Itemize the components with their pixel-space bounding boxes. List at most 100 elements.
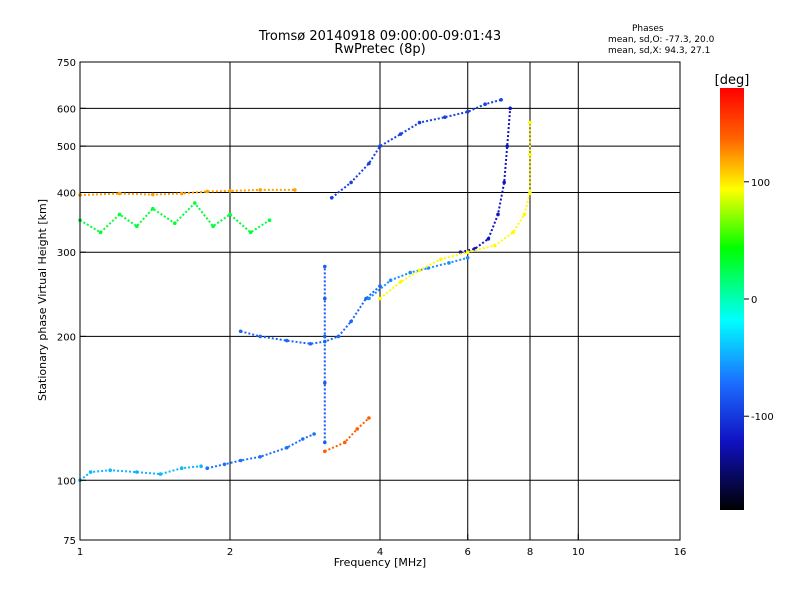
y-tick-label: 500 <box>57 142 76 153</box>
echo-point <box>88 470 93 474</box>
stats-line-x: mean, sd,X: 94.3, 27.1 <box>608 46 710 56</box>
echo-point <box>378 144 382 148</box>
echo-trace-line <box>324 417 370 453</box>
x-tick-label: 8 <box>527 547 533 558</box>
y-tick-label: 750 <box>57 58 76 69</box>
echo-point <box>364 296 368 301</box>
echo-point <box>108 468 112 473</box>
echo-point <box>465 110 470 114</box>
stats-heading: Phases <box>632 24 664 34</box>
colorbar: [deg] 100 0 -100 <box>715 73 774 510</box>
echo-point <box>285 445 289 450</box>
y-tick-label: 300 <box>57 248 76 259</box>
x-tick-label: 6 <box>465 547 471 558</box>
echo-point <box>117 191 122 196</box>
echo-point <box>367 296 371 301</box>
echo-point <box>151 192 155 197</box>
echo-point <box>483 102 487 106</box>
echo-point <box>465 250 470 254</box>
echo-point <box>417 120 422 125</box>
echo-point <box>179 191 184 196</box>
y-tick-label: 100 <box>57 476 76 487</box>
echo-trace-line <box>331 98 502 199</box>
echo-point <box>323 380 327 385</box>
echo-point <box>496 212 500 217</box>
echo-trace <box>323 264 327 445</box>
echo-trace <box>378 120 532 301</box>
echo-point <box>417 268 422 273</box>
echo-point <box>502 180 507 185</box>
echo-point <box>505 144 510 148</box>
echo-trace <box>458 106 512 254</box>
echo-trace <box>78 464 203 483</box>
x-tick-label: 10 <box>572 547 585 558</box>
echo-point <box>388 278 393 283</box>
echo-point <box>465 255 470 260</box>
echo-point <box>323 440 327 445</box>
echo-point <box>238 458 243 463</box>
echo-point <box>528 152 532 157</box>
echo-trace-line <box>240 285 381 345</box>
echo-point <box>343 440 347 445</box>
echo-point <box>158 472 163 476</box>
echo-point <box>238 329 243 334</box>
echo-point <box>258 455 263 459</box>
colorbar-tick-label: 100 <box>751 178 770 189</box>
stats-line-o: mean, sd,O: -77.3, 20.0 <box>608 35 715 45</box>
echo-point <box>248 230 253 235</box>
echo-point <box>349 319 353 324</box>
echo-trace-line <box>79 188 295 197</box>
echo-point <box>151 206 155 211</box>
echo-point <box>205 189 209 194</box>
echo-point <box>193 201 197 205</box>
echo-trace <box>205 432 316 471</box>
echo-trace-line <box>79 201 271 234</box>
echo-trace <box>78 188 297 197</box>
echo-point <box>443 115 447 119</box>
echo-trace <box>323 416 371 454</box>
echo-point <box>205 466 209 471</box>
echo-point <box>336 334 341 339</box>
colorbar-gradient <box>720 88 744 510</box>
y-tick-label: 200 <box>57 332 76 343</box>
echo-point <box>458 250 463 254</box>
echo-point <box>378 296 382 301</box>
echo-point <box>398 280 403 284</box>
echo-point <box>258 334 263 339</box>
echo-point <box>117 212 122 217</box>
chart-subtitle: RwPretec (8p) <box>334 42 425 57</box>
y-tick-label: 400 <box>57 188 76 199</box>
colorbar-tick-label: 0 <box>751 295 757 306</box>
echo-point <box>439 257 443 262</box>
echo-point <box>323 334 327 339</box>
echo-point <box>355 427 360 431</box>
echo-point <box>493 243 497 248</box>
echo-point <box>211 224 215 228</box>
echo-point <box>135 470 139 474</box>
echo-point <box>199 464 203 469</box>
echo-point <box>98 230 103 235</box>
echo-point <box>228 189 232 193</box>
echo-point <box>486 237 491 241</box>
echo-point <box>367 161 371 166</box>
echo-point <box>367 416 371 420</box>
echo-point <box>258 188 263 192</box>
colorbar-label: [deg] <box>715 73 750 88</box>
echo-point <box>349 180 353 185</box>
echo-point <box>293 188 297 192</box>
x-tick-label: 16 <box>674 547 687 558</box>
echo-point <box>301 437 305 441</box>
chart-title: Tromsø 20140918 09:00:00-09:01:43 <box>258 29 501 44</box>
echo-trace <box>78 201 272 235</box>
echo-point <box>447 261 451 265</box>
x-axis-label: Frequency [MHz] <box>334 556 426 569</box>
plot-area: 1 2 4 6 8 10 16 75 100 200 300 400 500 600 750 <box>57 58 686 558</box>
echo-point <box>285 338 289 343</box>
echo-point <box>528 190 532 195</box>
x-tick-label: 4 <box>377 547 383 558</box>
echo-point <box>267 218 272 222</box>
y-axis-label: Stationary phase Virtual Height [km] <box>36 199 49 401</box>
echo-point <box>408 270 413 275</box>
echo-point <box>179 466 184 471</box>
